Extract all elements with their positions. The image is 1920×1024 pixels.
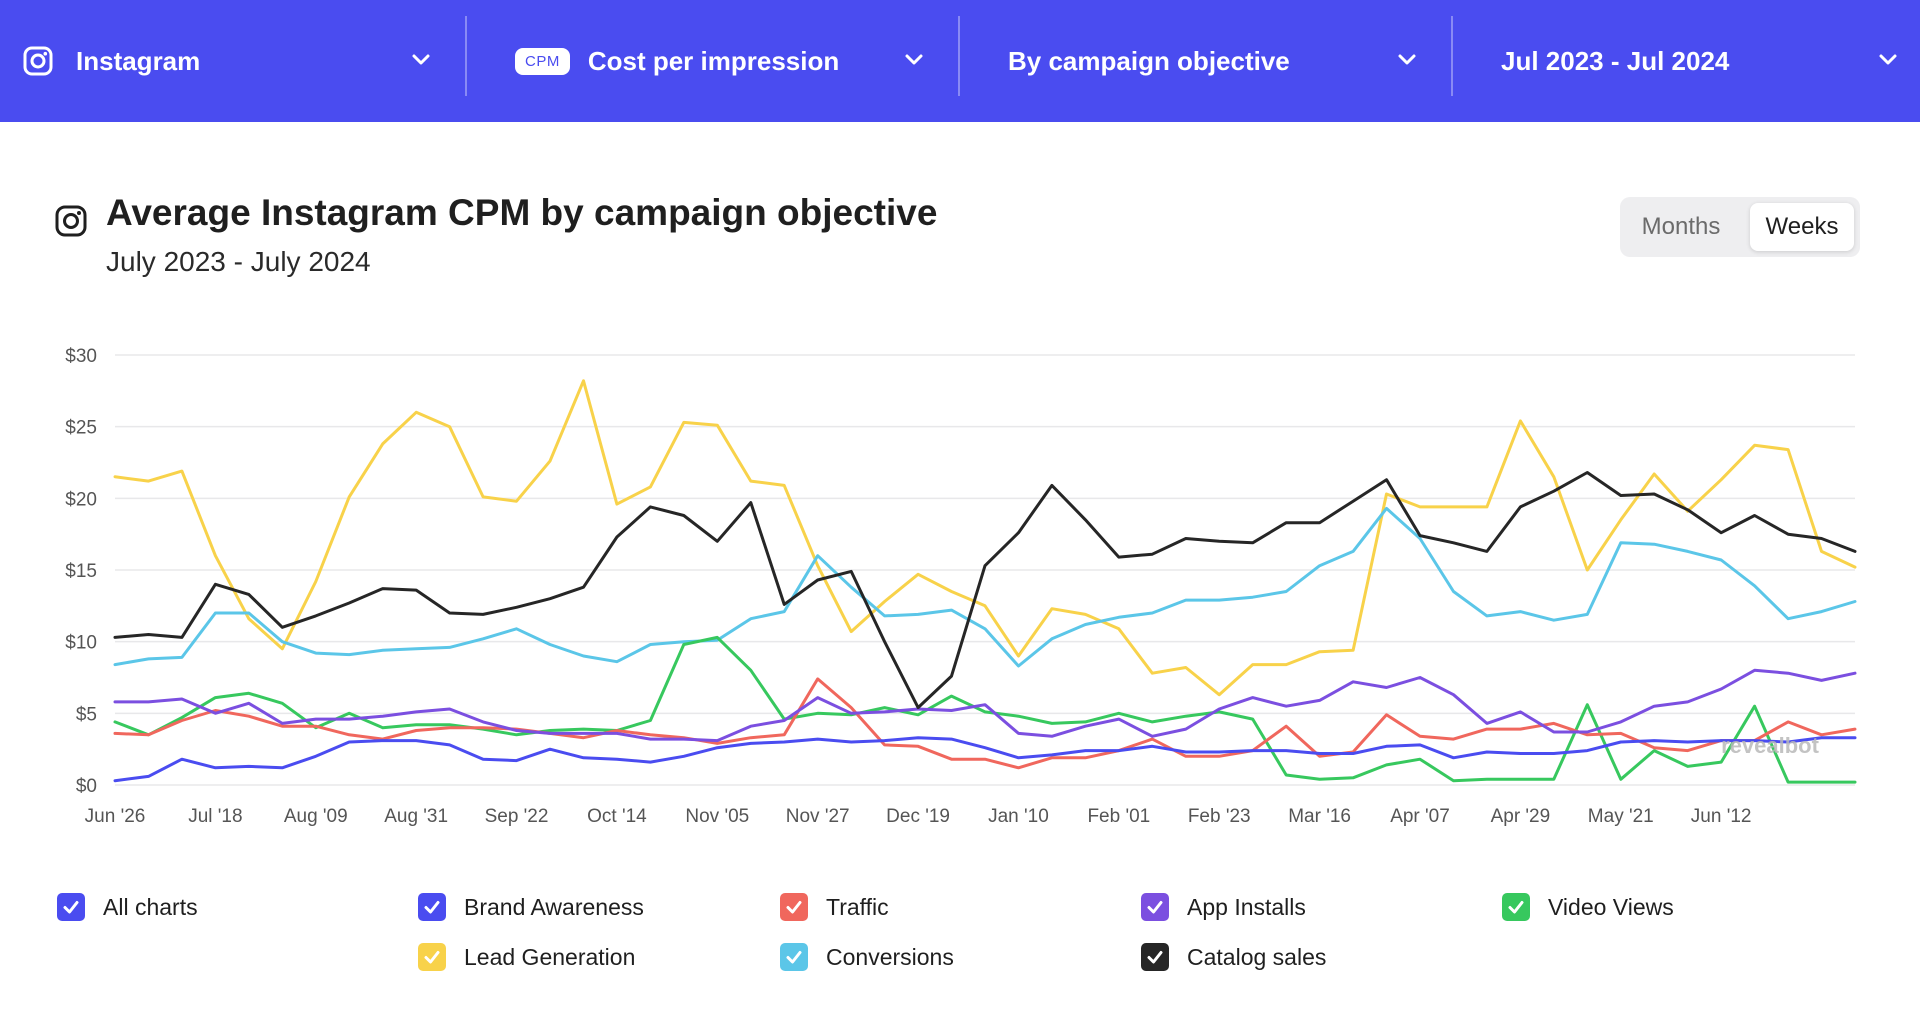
checkbox-checked-icon[interactable] [418,893,446,921]
x-tick-label: Aug '31 [384,806,448,827]
y-tick-label: $30 [65,346,97,367]
legend-item-brand-awareness[interactable]: Brand Awareness [418,891,644,923]
x-tick-label: Nov '27 [786,806,850,827]
grouping-label: By campaign objective [1008,45,1290,76]
x-tick-label: Jun '26 [85,806,146,827]
chevron-down-icon [412,54,430,65]
legend-label: Traffic [826,893,889,920]
x-tick-label: Jul '18 [188,806,242,827]
legend-label: Lead Generation [464,943,636,970]
platform-label: Instagram [76,45,201,76]
x-tick-label: Jun '12 [1691,806,1752,827]
x-tick-label: Apr '29 [1491,806,1551,827]
checkbox-checked-icon[interactable] [57,893,85,921]
y-tick-label: $10 [65,633,97,654]
legend-item-catalog-sales[interactable]: Catalog sales [1141,941,1326,973]
y-tick-label: $0 [76,776,97,797]
checkbox-checked-icon[interactable] [1502,893,1530,921]
grouping-selector[interactable]: By campaign objective [960,0,1451,122]
date-range-label: Jul 2023 - Jul 2024 [1501,45,1730,76]
y-tick-label: $25 [65,418,97,439]
checkbox-checked-icon[interactable] [1141,893,1169,921]
legend-item-all-charts[interactable]: All charts [57,891,198,923]
instagram-icon [23,46,53,76]
x-tick-label: Oct '14 [587,806,647,827]
legend-label: App Installs [1187,893,1306,920]
y-tick-label: $5 [76,704,97,725]
series-line-lead-generation[interactable] [113,379,1857,697]
date-range-selector[interactable]: Jul 2023 - Jul 2024 [1453,0,1920,122]
chart-title: Average Instagram CPM by campaign object… [106,192,938,233]
series-line-video-views[interactable] [113,635,1857,784]
instagram-icon [55,205,87,237]
weeks-toggle-button[interactable]: Weeks [1750,203,1854,251]
metric-selector[interactable]: CPM Cost per impression [467,0,958,122]
line-chart: $0 $5 $10 $15 $20 $25 $30 revealbot Jun '26 Jul… [65,346,1857,827]
x-tick-label: Dec '19 [886,806,950,827]
x-tick-label: Apr '07 [1390,806,1450,827]
checkbox-checked-icon[interactable] [780,943,808,971]
top-filter-bar: Instagram CPM Cost per impression By cam… [0,0,1920,122]
series-line-brand-awareness[interactable] [113,736,1857,783]
legend-item-conversions[interactable]: Conversions [780,941,954,973]
legend-label: Video Views [1548,893,1674,920]
x-tick-label: Jan '10 [988,806,1049,827]
checkbox-checked-icon[interactable] [1141,943,1169,971]
legend-item-traffic[interactable]: Traffic [780,891,889,923]
chevron-down-icon [1398,54,1416,65]
topbar-divider [958,16,960,96]
legend-item-lead-generation[interactable]: Lead Generation [418,941,635,973]
y-tick-label: $20 [65,489,97,510]
legend-label: Conversions [826,943,954,970]
legend-label: Catalog sales [1187,943,1327,970]
legend-label: All charts [103,893,198,920]
topbar-divider [465,16,467,96]
revealbot-watermark: revealbot [1721,733,1819,758]
platform-selector[interactable]: Instagram [0,0,465,122]
series-line-catalog-sales[interactable] [113,471,1857,710]
x-tick-label: Feb '23 [1188,806,1251,827]
chevron-down-icon [905,54,923,65]
months-toggle-button[interactable]: Months [1641,213,1721,240]
legend-item-app-installs[interactable]: App Installs [1141,891,1306,923]
period-toggle: Months Weeks [1620,197,1860,257]
series-line-traffic[interactable] [113,677,1857,770]
chevron-down-icon [1879,54,1897,65]
y-tick-label: $15 [65,561,97,582]
legend-label: Brand Awareness [464,893,644,920]
chart-subtitle: July 2023 - July 2024 [106,246,371,277]
x-tick-label: Mar '16 [1288,806,1351,827]
legend-item-video-views[interactable]: Video Views [1502,891,1674,923]
checkbox-checked-icon[interactable] [418,943,446,971]
x-tick-label: Aug '09 [284,806,348,827]
cpm-badge: CPM [515,47,570,75]
topbar-divider [1451,16,1453,96]
x-tick-label: Sep '22 [485,806,549,827]
series-line-app-installs[interactable] [113,668,1857,743]
series-line-conversions[interactable] [113,506,1857,668]
metric-label: Cost per impression [587,45,840,76]
x-tick-label: May '21 [1588,806,1654,827]
x-tick-label: Nov '05 [685,806,749,827]
x-tick-label: Feb '01 [1087,806,1150,827]
checkbox-checked-icon[interactable] [780,893,808,921]
